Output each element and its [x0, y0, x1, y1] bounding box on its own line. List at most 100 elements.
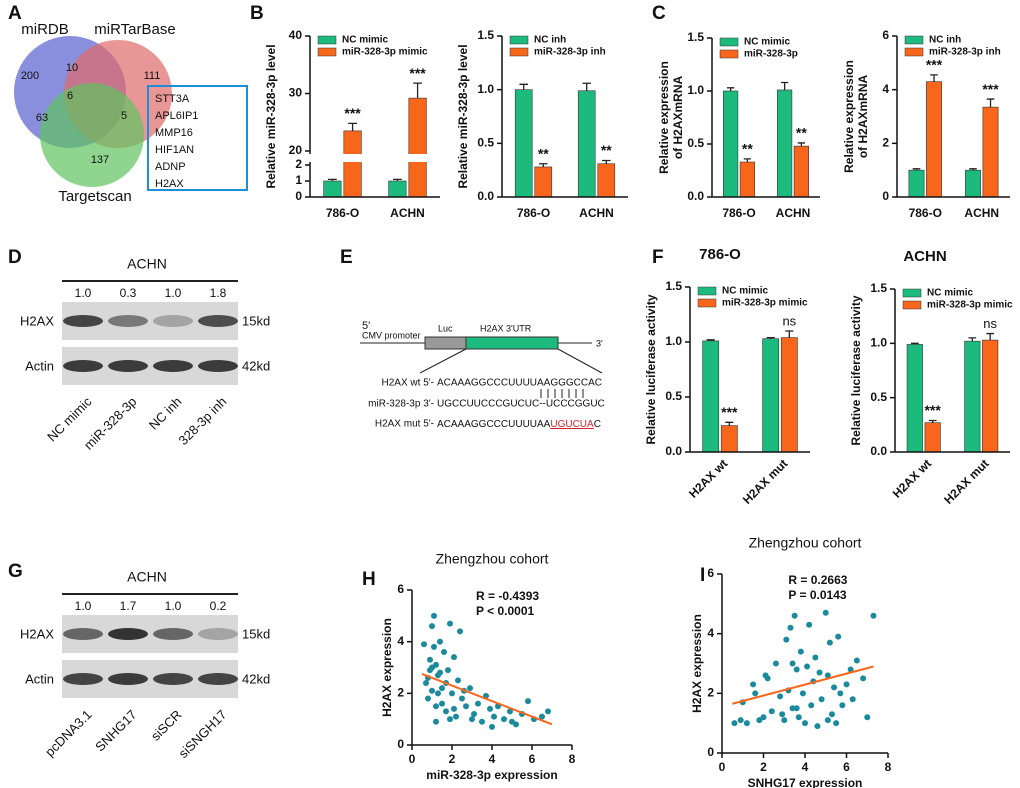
legend-label: NC inh: [534, 35, 566, 46]
bar: [720, 425, 738, 453]
significance: **: [601, 142, 612, 158]
ratio: 1.0: [75, 599, 92, 613]
x-tick-label: 0: [719, 760, 726, 774]
significance: ***: [721, 404, 738, 420]
legend-swatch: [317, 47, 337, 57]
y-tick-label: 1.0: [687, 83, 704, 97]
panel-label: B: [250, 3, 264, 24]
y-tick-label: 6: [882, 28, 889, 42]
y-tick-label: 0: [707, 745, 714, 759]
annotation: P = 0.0143: [788, 588, 846, 602]
venn-set: Targetscan: [58, 188, 131, 205]
point: [750, 681, 757, 688]
utr-label: H2AX 3'UTR: [480, 323, 532, 333]
legend-swatch: [904, 47, 924, 57]
legend-label: NC mimic: [722, 286, 769, 297]
y-axis-label: H2AX expression: [380, 618, 394, 717]
y-tick-label: 0.5: [665, 389, 682, 403]
point: [479, 718, 485, 725]
panel-label: I: [700, 565, 705, 586]
point: [760, 714, 767, 721]
point: [743, 720, 750, 727]
x-tick-label: H2AX mut: [941, 456, 991, 506]
fit-line: [421, 673, 553, 726]
point: [849, 696, 856, 703]
mutation: UGUCUA: [550, 419, 594, 430]
legend-swatch: [902, 300, 922, 310]
significance: ns: [983, 316, 997, 331]
size-label: 42kd: [242, 358, 270, 373]
panel-label: D: [8, 247, 22, 268]
error-bar: [348, 122, 357, 131]
panel-label: F: [652, 247, 664, 268]
error-bar: [968, 337, 977, 342]
band: [153, 628, 193, 640]
seq-name: H2AX mut 5'-: [375, 419, 434, 430]
pairing-bars: [540, 389, 584, 398]
x-tick-label: 6: [843, 760, 850, 774]
error-bar: [582, 82, 591, 91]
band: [108, 315, 148, 327]
point: [802, 720, 808, 727]
point: [826, 639, 833, 646]
venn-count: 111: [144, 70, 161, 82]
point: [831, 684, 838, 691]
bar: [762, 338, 780, 453]
error-bar: [725, 421, 734, 426]
band: [108, 360, 148, 372]
point: [837, 690, 844, 697]
y-tick-label: 0.0: [870, 444, 887, 458]
y-axis-label: Relative luciferase activity: [644, 294, 658, 444]
point: [799, 690, 806, 697]
y-tick-label: 1.5: [477, 28, 494, 42]
point: [429, 664, 435, 671]
venn-count: 63: [36, 112, 48, 124]
point: [441, 649, 447, 655]
y-tick-label: 2: [707, 686, 714, 700]
point: [824, 717, 831, 724]
ratio: 0.2: [210, 599, 227, 613]
point: [870, 612, 877, 619]
point: [459, 695, 465, 702]
error-bar: [986, 98, 995, 108]
luc-box: [424, 336, 467, 350]
bar: [908, 169, 925, 198]
x-axis-label: miR-328-3p expression: [426, 768, 557, 782]
point: [437, 669, 443, 676]
ratio: 1.7: [120, 599, 137, 613]
utr-box: [465, 336, 559, 350]
error-bar: [797, 142, 806, 147]
y-tick-label: 0: [397, 737, 404, 751]
legend-swatch: [509, 47, 529, 57]
legend-label: NC inh: [929, 35, 961, 46]
point: [475, 700, 481, 707]
x-tick-label: 4: [802, 760, 809, 774]
significance: ***: [924, 402, 941, 418]
y-axis-label: of H2AXmRNA: [671, 76, 685, 160]
point: [789, 705, 796, 712]
legend-label: miR-328-3p inh: [929, 47, 1001, 58]
zoom-line: [419, 348, 467, 374]
bar: [793, 145, 809, 198]
three-prime: 3': [596, 338, 603, 348]
bar: [780, 337, 798, 453]
band: [63, 628, 103, 640]
point: [772, 660, 779, 667]
bar: [514, 89, 533, 198]
point: [864, 714, 871, 721]
band: [63, 360, 103, 372]
y-tick-label: 40: [289, 28, 303, 42]
error-bar: [928, 419, 937, 423]
bar: [408, 97, 427, 198]
point: [783, 636, 790, 643]
bar: [343, 130, 362, 198]
point: [539, 713, 545, 720]
point: [860, 675, 867, 682]
point: [839, 702, 846, 709]
point: [433, 718, 439, 725]
panel-label: A: [8, 3, 22, 24]
point: [828, 711, 835, 718]
seq-part: C: [594, 419, 601, 430]
band: [108, 673, 148, 685]
x-tick-label: 2: [760, 760, 767, 774]
